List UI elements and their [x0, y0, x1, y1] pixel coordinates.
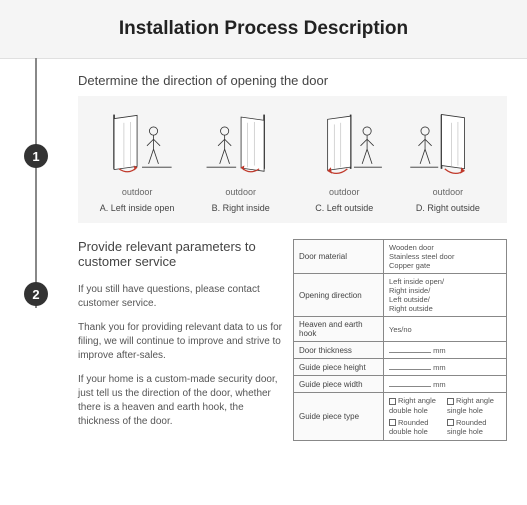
step-2-title: Provide relevant parameters to customer … — [78, 239, 285, 269]
caption-a: A. Left inside open — [88, 203, 186, 213]
door-label-c: outdoor — [295, 187, 393, 197]
table-row: Opening directionLeft inside open/Right … — [294, 274, 507, 317]
door-cell-c: outdoor — [295, 108, 393, 197]
caption-b: B. Right inside — [192, 203, 290, 213]
door-label-d: outdoor — [399, 187, 497, 197]
param-value: Right angle double holeRight angle singl… — [384, 393, 507, 441]
step-2-marker: 2 — [24, 282, 48, 306]
param-value: mm — [384, 342, 507, 359]
param-value: mm — [384, 359, 507, 376]
param-value: Left inside open/Right inside/Left outsi… — [384, 274, 507, 317]
door-label-b: outdoor — [192, 187, 290, 197]
param-value: Yes/no — [384, 317, 507, 342]
doors-panel: outdoor outdoor — [78, 96, 507, 223]
door-diagram-b — [192, 108, 290, 182]
caption-c: C. Left outside — [295, 203, 393, 213]
table-row: Guide piece height mm — [294, 359, 507, 376]
captions-row: A. Left inside open B. Right inside C. L… — [88, 203, 497, 213]
param-label: Opening direction — [294, 274, 384, 317]
para-1: If you still have questions, please cont… — [78, 283, 285, 311]
table-row: Heaven and earth hookYes/no — [294, 317, 507, 342]
param-value: mm — [384, 376, 507, 393]
step-2-section: Provide relevant parameters to customer … — [78, 239, 507, 441]
params-table: Door materialWooden doorStainless steel … — [293, 239, 507, 441]
header: Installation Process Description — [0, 0, 527, 59]
timeline-line — [35, 58, 37, 308]
step-1-marker: 1 — [24, 144, 48, 168]
door-diagram-c — [295, 108, 393, 182]
content-area: Determine the direction of opening the d… — [0, 59, 527, 455]
param-label: Door material — [294, 240, 384, 274]
door-cell-a: outdoor — [88, 108, 186, 197]
table-row: Guide piece width mm — [294, 376, 507, 393]
page-title: Installation Process Description — [0, 18, 527, 40]
door-label-a: outdoor — [88, 187, 186, 197]
door-cell-d: outdoor — [399, 108, 497, 197]
step-1-title: Determine the direction of opening the d… — [78, 73, 507, 88]
param-label: Guide piece width — [294, 376, 384, 393]
door-diagram-a — [88, 108, 186, 182]
step-2-text: Provide relevant parameters to customer … — [78, 239, 285, 441]
table-row: Door materialWooden doorStainless steel … — [294, 240, 507, 274]
para-3: If your home is a custom-made security d… — [78, 373, 285, 429]
param-label: Heaven and earth hook — [294, 317, 384, 342]
table-row: Guide piece typeRight angle double holeR… — [294, 393, 507, 441]
para-2: Thank you for providing relevant data to… — [78, 321, 285, 363]
param-label: Guide piece type — [294, 393, 384, 441]
param-label: Guide piece height — [294, 359, 384, 376]
param-label: Door thickness — [294, 342, 384, 359]
caption-d: D. Right outside — [399, 203, 497, 213]
param-value: Wooden doorStainless steel doorCopper ga… — [384, 240, 507, 274]
door-cell-b: outdoor — [192, 108, 290, 197]
door-diagram-d — [399, 108, 497, 182]
step-2-number: 2 — [32, 287, 39, 302]
step-1-number: 1 — [32, 149, 39, 164]
table-row: Door thickness mm — [294, 342, 507, 359]
doors-row: outdoor outdoor — [88, 108, 497, 197]
